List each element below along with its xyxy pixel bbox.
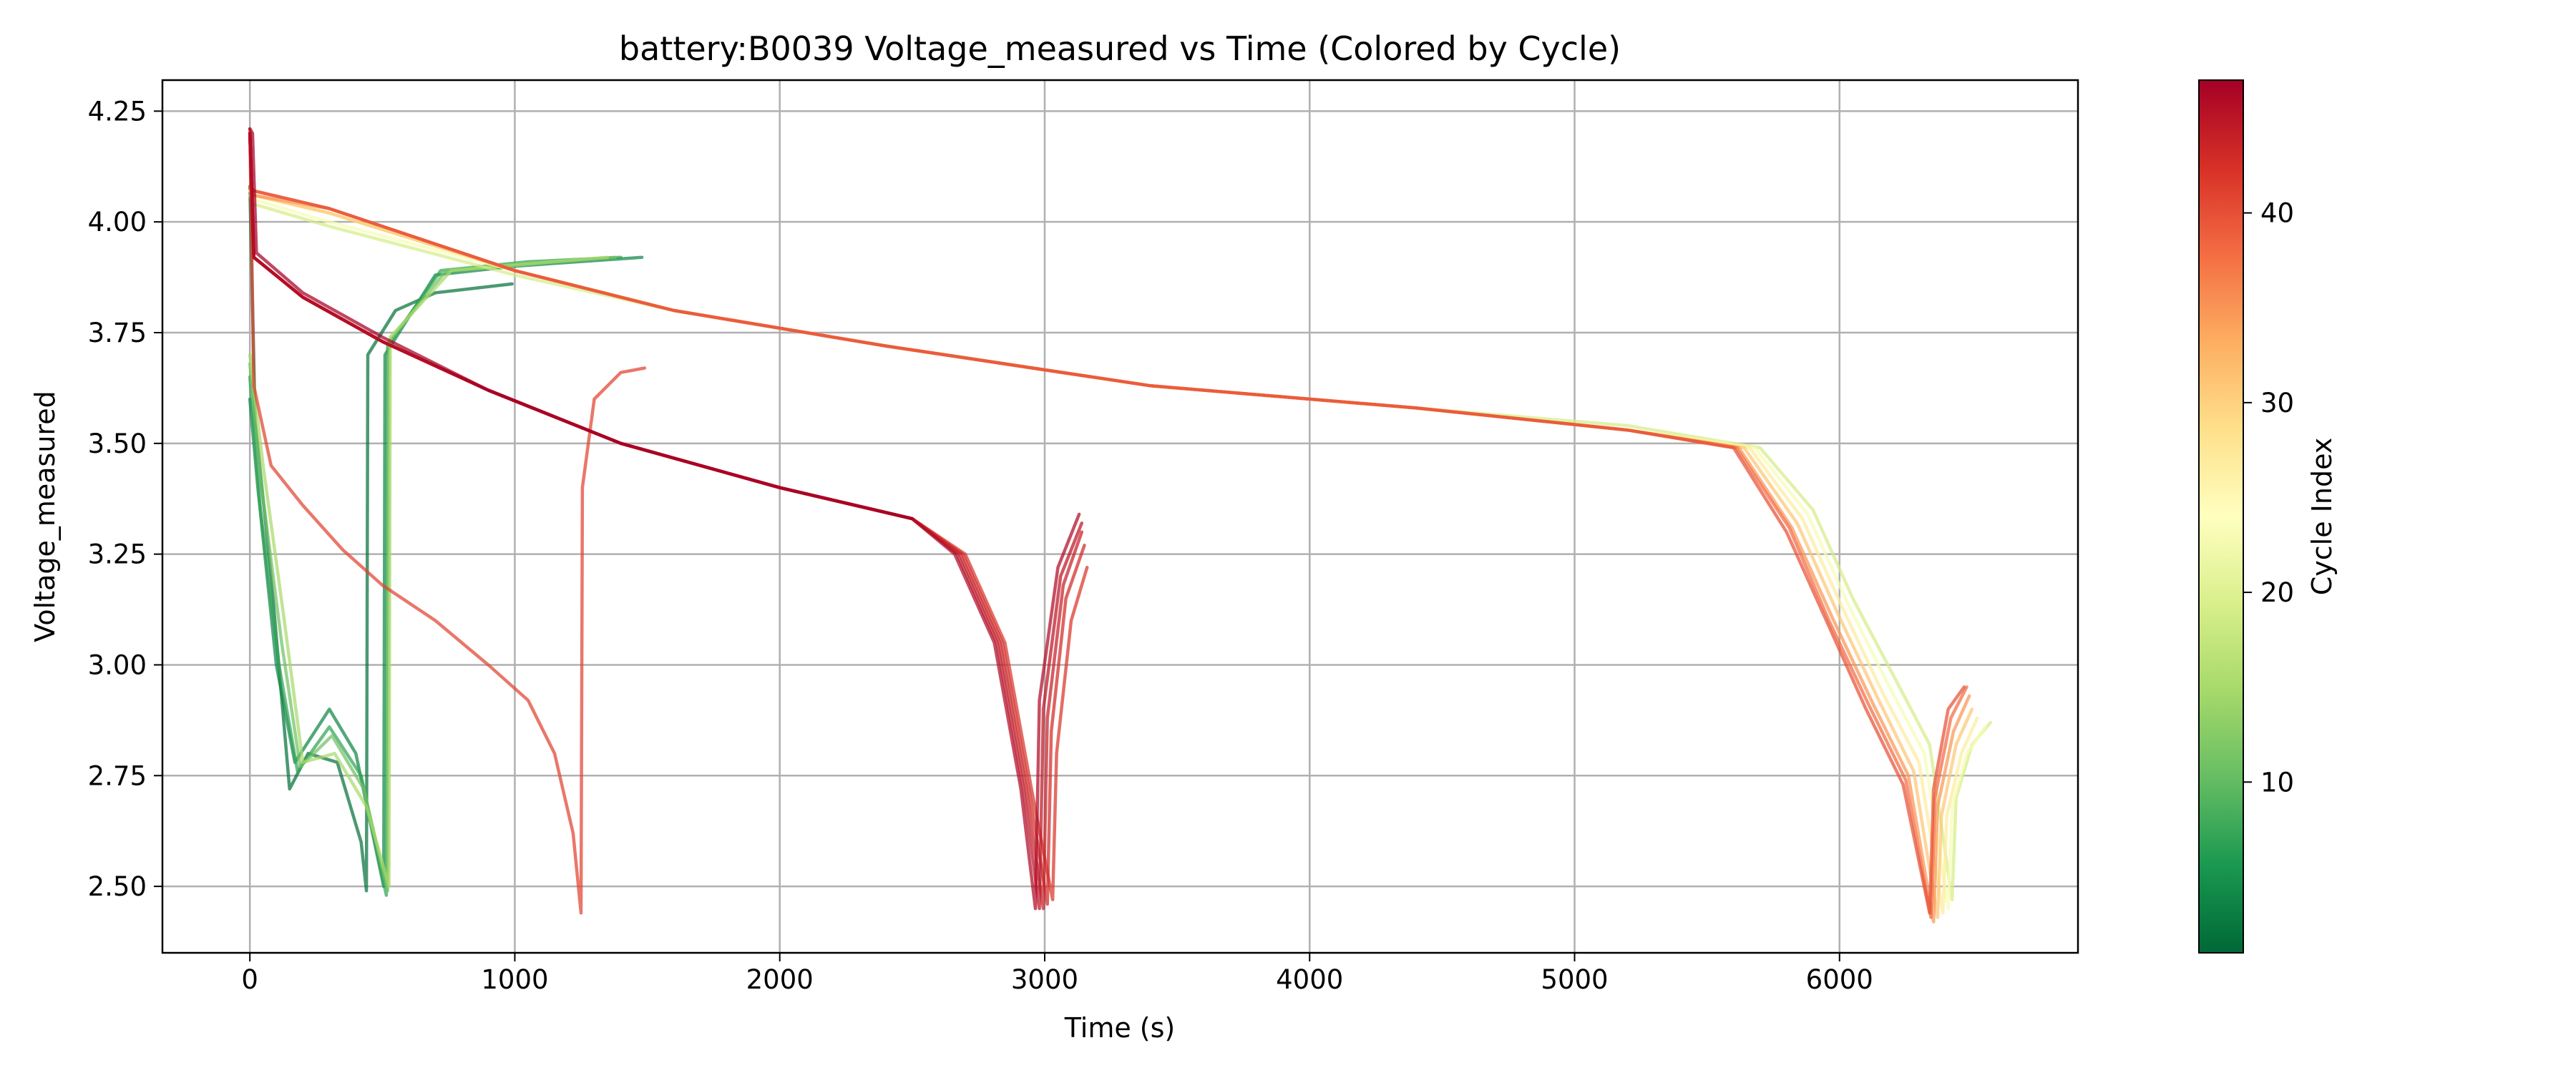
grid-lines bbox=[162, 80, 2078, 953]
x-tick-label: 5000 bbox=[1541, 964, 1608, 995]
x-tick-label: 6000 bbox=[1806, 964, 1873, 995]
colorbar-gradient bbox=[2198, 79, 2244, 954]
colorbar: 10 20 30 40 Cycle Index bbox=[2198, 79, 2338, 954]
y-axis: 2.50 2.75 3.00 3.25 3.50 3.75 4.00 4.25 bbox=[88, 96, 162, 902]
series-line-cycle-47 bbox=[248, 127, 914, 521]
series-lines bbox=[248, 127, 1993, 923]
colorbar-tick-label: 20 bbox=[2260, 577, 2294, 608]
colorbar-tick-label: 30 bbox=[2260, 388, 2294, 418]
x-axis-label: Time (s) bbox=[1064, 1012, 1176, 1044]
plot-frame bbox=[161, 79, 2079, 954]
y-tick-label: 2.75 bbox=[88, 760, 147, 791]
y-tick-label: 2.50 bbox=[88, 871, 147, 902]
y-tick-label: 3.50 bbox=[88, 428, 147, 459]
series-line-cycle-41 bbox=[248, 127, 647, 915]
x-tick-label: 0 bbox=[241, 964, 258, 995]
x-tick-label: 3000 bbox=[1011, 964, 1078, 995]
colorbar-ticks: 10 20 30 40 bbox=[2243, 198, 2294, 798]
x-tick-label: 4000 bbox=[1276, 964, 1343, 995]
x-axis: 0 1000 2000 3000 4000 5000 6000 bbox=[241, 953, 1873, 995]
y-axis-label: Voltage_measured bbox=[29, 391, 61, 642]
series-line-cycle-4 bbox=[248, 255, 644, 888]
series-line-cycle-19 bbox=[248, 193, 1993, 901]
chart-title: battery:B0039 Voltage_measured vs Time (… bbox=[619, 29, 1621, 68]
series-line-cycle-40 bbox=[248, 185, 1966, 915]
colorbar-tick-label: 40 bbox=[2260, 198, 2294, 229]
y-tick-label: 3.00 bbox=[88, 650, 147, 680]
y-tick-label: 4.00 bbox=[88, 207, 147, 237]
x-tick-label: 2000 bbox=[746, 964, 814, 995]
colorbar-tick-label: 10 bbox=[2260, 767, 2294, 798]
y-tick-label: 4.25 bbox=[88, 96, 147, 127]
colorbar-label: Cycle Index bbox=[2306, 438, 2338, 596]
y-tick-label: 3.25 bbox=[88, 539, 147, 570]
y-tick-label: 3.75 bbox=[88, 318, 147, 348]
x-tick-label: 1000 bbox=[481, 964, 548, 995]
